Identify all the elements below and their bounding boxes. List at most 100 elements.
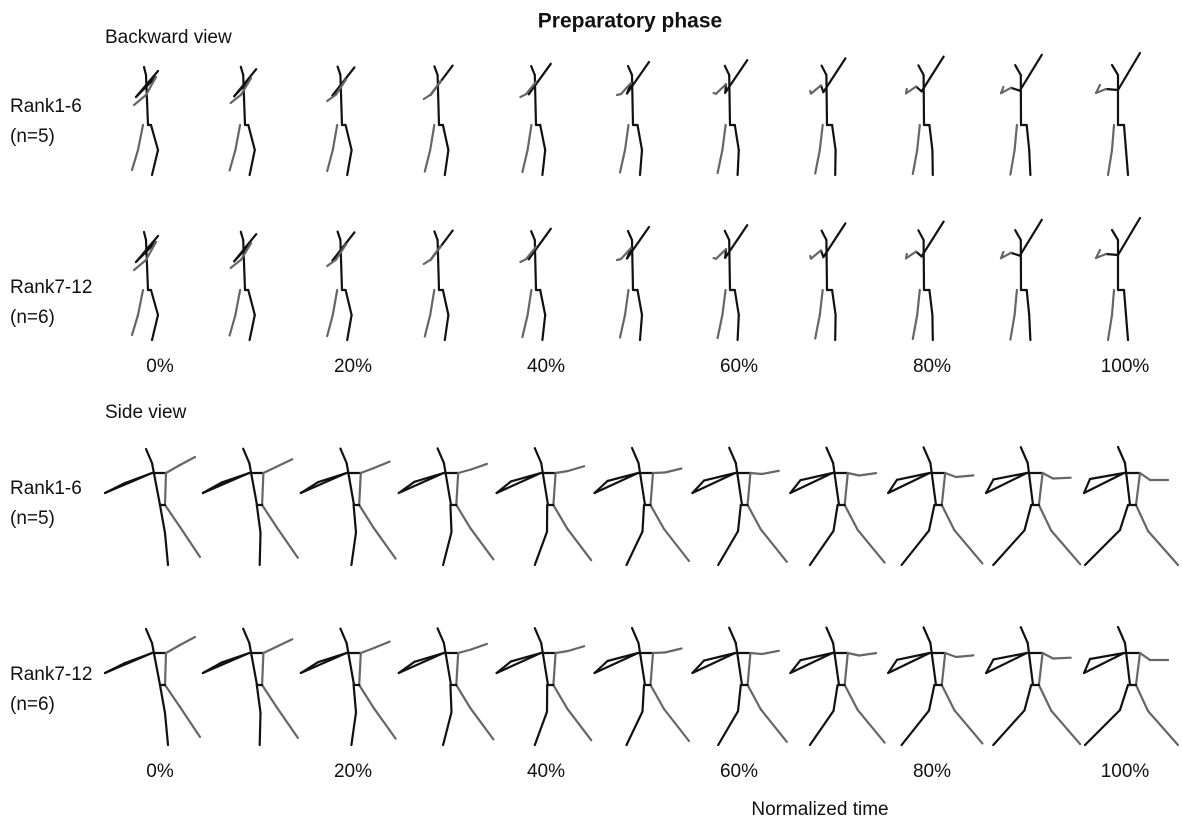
limb xyxy=(132,150,138,170)
limb xyxy=(374,642,390,648)
limb xyxy=(1051,531,1080,565)
limb xyxy=(815,150,820,174)
limb xyxy=(811,250,821,258)
limb xyxy=(230,315,236,336)
limb xyxy=(714,258,716,259)
limb xyxy=(424,94,431,99)
stick-figure xyxy=(790,628,884,745)
limb xyxy=(443,532,451,565)
limb xyxy=(833,643,839,685)
limb xyxy=(1021,447,1028,463)
limb xyxy=(399,653,444,673)
limb xyxy=(906,254,907,258)
limb xyxy=(425,315,430,337)
limb xyxy=(262,505,277,527)
limb xyxy=(845,685,858,710)
limb xyxy=(738,685,741,711)
limb xyxy=(203,473,249,493)
limb xyxy=(338,232,341,240)
limb xyxy=(346,290,352,315)
limb xyxy=(263,647,277,654)
limb xyxy=(638,290,643,315)
limb xyxy=(180,457,195,465)
limb xyxy=(729,240,730,290)
limb xyxy=(917,290,920,315)
stick-figure xyxy=(230,232,257,340)
limb xyxy=(497,653,541,673)
limb xyxy=(639,643,646,685)
limb xyxy=(374,528,396,559)
limb xyxy=(1015,230,1021,240)
limb xyxy=(627,62,649,94)
limb xyxy=(945,473,956,477)
limb xyxy=(1028,643,1033,685)
limb xyxy=(458,650,471,654)
limb xyxy=(929,125,932,150)
limb xyxy=(692,473,735,493)
limb xyxy=(1126,315,1128,340)
limb xyxy=(628,231,632,240)
limb xyxy=(858,710,885,743)
limb xyxy=(230,150,236,171)
limb xyxy=(277,527,298,557)
stick-figure xyxy=(520,64,550,175)
limb xyxy=(445,315,449,340)
limb xyxy=(1015,65,1021,75)
limb xyxy=(359,505,373,528)
limb xyxy=(632,628,639,643)
limb xyxy=(1136,653,1140,685)
stick-figure xyxy=(810,223,845,340)
limb xyxy=(347,150,351,175)
view-label: Side view xyxy=(105,402,187,423)
limb xyxy=(845,473,848,505)
limb xyxy=(665,469,682,473)
limb xyxy=(542,150,545,175)
limb xyxy=(568,466,584,471)
stick-figure xyxy=(424,231,453,340)
limb xyxy=(430,290,434,315)
limb xyxy=(374,708,396,739)
limb xyxy=(531,66,535,75)
limb xyxy=(553,685,567,709)
limb xyxy=(471,464,487,470)
stick-figure xyxy=(497,448,592,565)
limb xyxy=(735,290,739,315)
limb xyxy=(834,685,838,711)
limb xyxy=(1112,65,1118,75)
limb xyxy=(165,685,180,707)
limb xyxy=(257,685,261,713)
limb xyxy=(250,315,255,340)
row-group: Rank1-6 xyxy=(10,478,82,499)
stick-figure xyxy=(1084,447,1178,565)
limb xyxy=(152,643,160,685)
limb xyxy=(438,628,444,643)
limb xyxy=(260,713,261,745)
limb xyxy=(354,505,356,532)
limb xyxy=(692,653,735,673)
limb xyxy=(359,473,361,505)
limb xyxy=(262,473,263,505)
limb xyxy=(1043,653,1053,659)
limb xyxy=(374,462,390,468)
limb xyxy=(327,150,333,171)
limb xyxy=(750,473,762,474)
limb xyxy=(1015,125,1017,150)
limb xyxy=(434,66,437,75)
time-label: 100% xyxy=(1101,356,1150,377)
stick-figure xyxy=(399,448,494,565)
limb xyxy=(942,685,955,710)
time-label: 80% xyxy=(913,356,951,377)
limb xyxy=(1124,290,1126,315)
limb xyxy=(1148,531,1178,565)
stick-figure xyxy=(595,448,690,565)
limb xyxy=(639,463,646,505)
limb xyxy=(431,81,441,95)
limb xyxy=(640,315,642,340)
limb xyxy=(761,529,787,561)
limb xyxy=(540,125,545,150)
limb xyxy=(922,222,944,257)
limb xyxy=(1051,711,1080,745)
limb xyxy=(718,150,723,173)
limb xyxy=(1020,55,1042,91)
limb xyxy=(653,473,665,474)
